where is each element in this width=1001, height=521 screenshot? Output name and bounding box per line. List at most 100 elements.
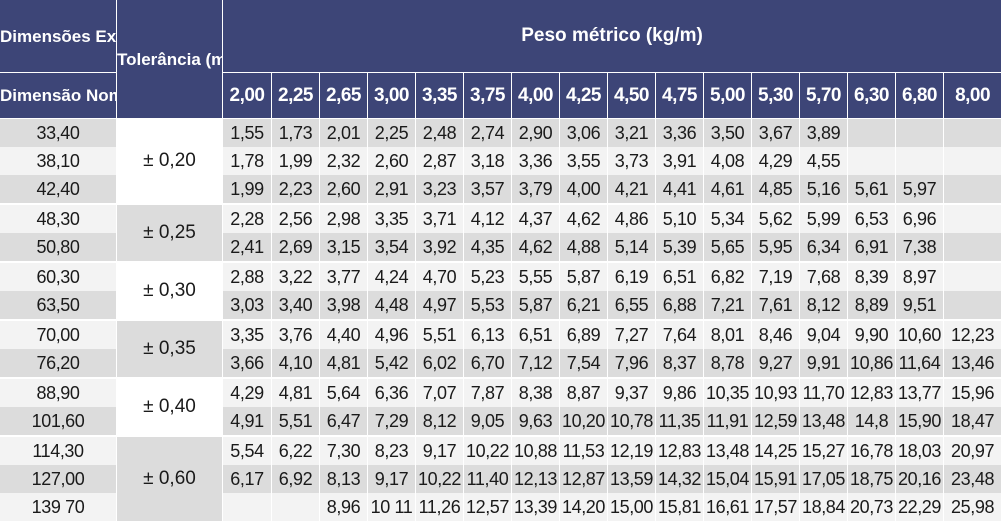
- weight-cell: 7,29: [368, 407, 416, 435]
- weight-cell: 3,21: [608, 119, 656, 147]
- weight-cell: 18,84: [800, 493, 848, 521]
- weight-cell: 12,13: [512, 465, 560, 493]
- weight-cell: 4,41: [656, 175, 704, 203]
- weight-cell: 3,03: [223, 291, 272, 319]
- wall-thickness-header: 2,25: [272, 73, 320, 119]
- weight-cell: 3,71: [416, 203, 464, 233]
- weight-cell: 5,42: [368, 349, 416, 377]
- wall-thickness-header: 6,30: [848, 73, 896, 119]
- weight-cell: 3,15: [320, 233, 368, 261]
- nominal-dimension-cell: 48,30: [0, 203, 117, 233]
- weight-cell: [944, 233, 1001, 261]
- weight-cell: 9,17: [368, 465, 416, 493]
- wall-thickness-header: 3,35: [416, 73, 464, 119]
- nominal-dimension-cell: 50,80: [0, 233, 117, 261]
- weight-cell: 4,61: [704, 175, 752, 203]
- weight-cell: 10,35: [704, 377, 752, 407]
- weight-cell: 13,46: [944, 349, 1001, 377]
- weight-cell: 7,87: [464, 377, 512, 407]
- nominal-dimension-cell: 60,30: [0, 261, 117, 291]
- wall-thickness-header: 4,00: [512, 73, 560, 119]
- weight-cell: 10,78: [608, 407, 656, 435]
- weight-cell: 11,26: [416, 493, 464, 521]
- weight-cell: 9,27: [752, 349, 800, 377]
- weight-cell: 8,01: [704, 319, 752, 349]
- weight-cell: 12,19: [608, 435, 656, 465]
- weight-cell: 8,96: [320, 493, 368, 521]
- weight-cell: 6,88: [656, 291, 704, 319]
- weight-cell: 13,48: [800, 407, 848, 435]
- weight-cell: [848, 147, 896, 175]
- weight-cell: 5,87: [560, 261, 608, 291]
- wall-thickness-header: 4,50: [608, 73, 656, 119]
- weight-cell: 9,91: [800, 349, 848, 377]
- weight-cell: 13,48: [704, 435, 752, 465]
- weight-cell: 3,92: [416, 233, 464, 261]
- weight-cell: 2,56: [272, 203, 320, 233]
- weight-cell: 4,08: [704, 147, 752, 175]
- table-row: 101,60 4,91 5,51 6,47 7,29 8,12 9,05 9,63 10,20 1…: [0, 407, 1001, 435]
- weight-cell: 12,83: [656, 435, 704, 465]
- weight-cell: 15,27: [800, 435, 848, 465]
- weight-cell: [944, 291, 1001, 319]
- weight-cell: 8,12: [416, 407, 464, 435]
- weight-cell: 6,21: [560, 291, 608, 319]
- weight-cell: 3,36: [512, 147, 560, 175]
- weight-cell: [848, 119, 896, 147]
- weight-cell: [223, 493, 272, 521]
- weight-cell: 2,60: [320, 175, 368, 203]
- tolerance-cell: ± 0,35: [117, 319, 223, 377]
- weight-cell: 11,64: [896, 349, 944, 377]
- weight-cell: 7,68: [800, 261, 848, 291]
- weight-cell: 2,28: [223, 203, 272, 233]
- weight-cell: 2,90: [512, 119, 560, 147]
- weight-cell: 4,81: [320, 349, 368, 377]
- weight-cell: 5,51: [416, 319, 464, 349]
- weight-cell: 17,05: [800, 465, 848, 493]
- weight-cell: [944, 147, 1001, 175]
- weight-cell: 4,48: [368, 291, 416, 319]
- weight-cell: 2,32: [320, 147, 368, 175]
- weight-cell: 9,04: [800, 319, 848, 349]
- nominal-dimension-cell: 114,30: [0, 435, 117, 465]
- weight-cell: 11,70: [800, 377, 848, 407]
- weight-cell: 18,75: [848, 465, 896, 493]
- weight-cell: 17,57: [752, 493, 800, 521]
- nominal-dimension-cell: 76,20: [0, 349, 117, 377]
- weight-cell: 20,16: [896, 465, 944, 493]
- weight-cell: 4,85: [752, 175, 800, 203]
- weight-cell: 6,47: [320, 407, 368, 435]
- weight-cell: 10,86: [848, 349, 896, 377]
- table-row: 127,00 6,17 6,92 8,13 9,17 10,22 11,40 12,13 12,…: [0, 465, 1001, 493]
- weight-cell: 10,20: [560, 407, 608, 435]
- weight-cell: 3,36: [656, 119, 704, 147]
- weight-cell: 13,59: [608, 465, 656, 493]
- weight-cell: 10,22: [464, 435, 512, 465]
- weight-cell: [272, 493, 320, 521]
- nominal-dimension-cell: 42,40: [0, 175, 117, 203]
- weight-cell: 6,51: [656, 261, 704, 291]
- weight-cell: 2,88: [223, 261, 272, 291]
- weight-cell: 15,00: [608, 493, 656, 521]
- weight-cell: 5,54: [223, 435, 272, 465]
- weight-cell: 14,25: [752, 435, 800, 465]
- weight-cell: 2,91: [368, 175, 416, 203]
- weight-cell: 2,69: [272, 233, 320, 261]
- weight-cell: [944, 175, 1001, 203]
- weight-cell: 4,97: [416, 291, 464, 319]
- weight-cell: 3,35: [368, 203, 416, 233]
- weight-cell: 4,37: [512, 203, 560, 233]
- weight-cell: 2,41: [223, 233, 272, 261]
- wall-thickness-header: 3,75: [464, 73, 512, 119]
- weight-cell: 4,70: [416, 261, 464, 291]
- weight-cell: 3,35: [223, 319, 272, 349]
- weight-cell: 3,57: [464, 175, 512, 203]
- weight-cell: 3,66: [223, 349, 272, 377]
- weight-cell: 4,88: [560, 233, 608, 261]
- weight-cell: 4,62: [560, 203, 608, 233]
- weight-cell: 1,73: [272, 119, 320, 147]
- nominal-dimension-cell: 139 70: [0, 493, 117, 521]
- table-row: 33,40 ± 0,20 1,55 1,73 2,01 2,25 2,48 2,74 2,90 3…: [0, 119, 1001, 203]
- weight-cell: 7,54: [560, 349, 608, 377]
